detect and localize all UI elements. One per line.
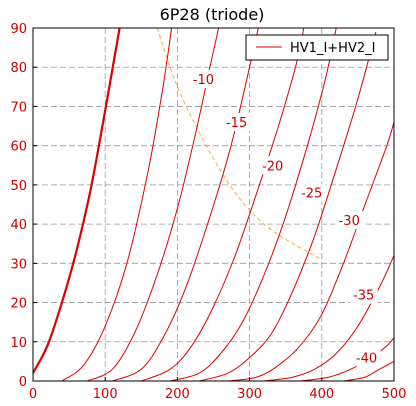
curve-label: -20 bbox=[262, 159, 283, 174]
plot-frame bbox=[32, 27, 395, 382]
curve-label: -25 bbox=[301, 187, 322, 202]
x-tick-label: 0 bbox=[29, 387, 37, 402]
curve-label-bg bbox=[258, 156, 287, 175]
curve-label-bg bbox=[189, 69, 218, 88]
curve-label-bg bbox=[222, 113, 251, 132]
curve-label: -10 bbox=[193, 73, 214, 88]
chart-title: 6P28 (triode) bbox=[160, 5, 265, 24]
curve-label-bg bbox=[349, 285, 378, 304]
curve-label-bg bbox=[335, 211, 364, 230]
load-line-layer bbox=[156, 28, 323, 260]
x-tick-label: 200 bbox=[165, 387, 190, 402]
grid-layer bbox=[33, 28, 394, 381]
curve-series-1 bbox=[61, 28, 173, 381]
y-tick-label: 10 bbox=[10, 336, 27, 351]
curve-grid-25 bbox=[170, 28, 337, 381]
curve-grid-40 bbox=[263, 255, 394, 381]
y-tick-label: 20 bbox=[10, 297, 27, 312]
y-tick-label: 90 bbox=[10, 22, 27, 37]
x-tick-label: 300 bbox=[237, 387, 262, 402]
x-tick-label: 400 bbox=[309, 387, 334, 402]
curve-grid-15 bbox=[112, 28, 259, 381]
load-line bbox=[156, 28, 323, 260]
curve-label-bg bbox=[297, 183, 326, 202]
curve-label: -35 bbox=[353, 289, 374, 304]
x-tick-label: 100 bbox=[93, 387, 118, 402]
y-tick-label: 50 bbox=[10, 179, 27, 194]
y-tick-label: 30 bbox=[10, 257, 27, 272]
curve-grid-30 bbox=[198, 31, 377, 381]
legend: HV1_I+HV2_I bbox=[245, 34, 389, 61]
curve-label: -40 bbox=[356, 351, 377, 366]
curve-label-layer: -10 -15 -20 -25 -30 -35 -40 bbox=[189, 69, 381, 367]
y-tick-label: 80 bbox=[10, 61, 27, 76]
curve-grid-20 bbox=[141, 28, 305, 381]
curve-label: -30 bbox=[339, 214, 360, 229]
curve-label: -15 bbox=[226, 116, 247, 131]
x-tick-label: 500 bbox=[382, 387, 407, 402]
y-tick-label: 60 bbox=[10, 140, 27, 155]
y-tick-label: 0 bbox=[19, 375, 27, 390]
y-tick-label: 40 bbox=[10, 218, 27, 233]
y-tick-label: 70 bbox=[10, 100, 27, 115]
curve-grid-35 bbox=[227, 121, 394, 381]
curve-series-10 bbox=[343, 360, 394, 381]
curve-label-bg bbox=[352, 348, 381, 367]
curve-layer bbox=[33, 28, 394, 381]
curve-series-0 bbox=[33, 28, 121, 374]
tick-layer: 0 100 200 300 400 500 0 10 20 30 40 50 60 70 80 90 bbox=[10, 22, 406, 402]
legend-label: HV1_I+HV2_I bbox=[290, 41, 375, 56]
